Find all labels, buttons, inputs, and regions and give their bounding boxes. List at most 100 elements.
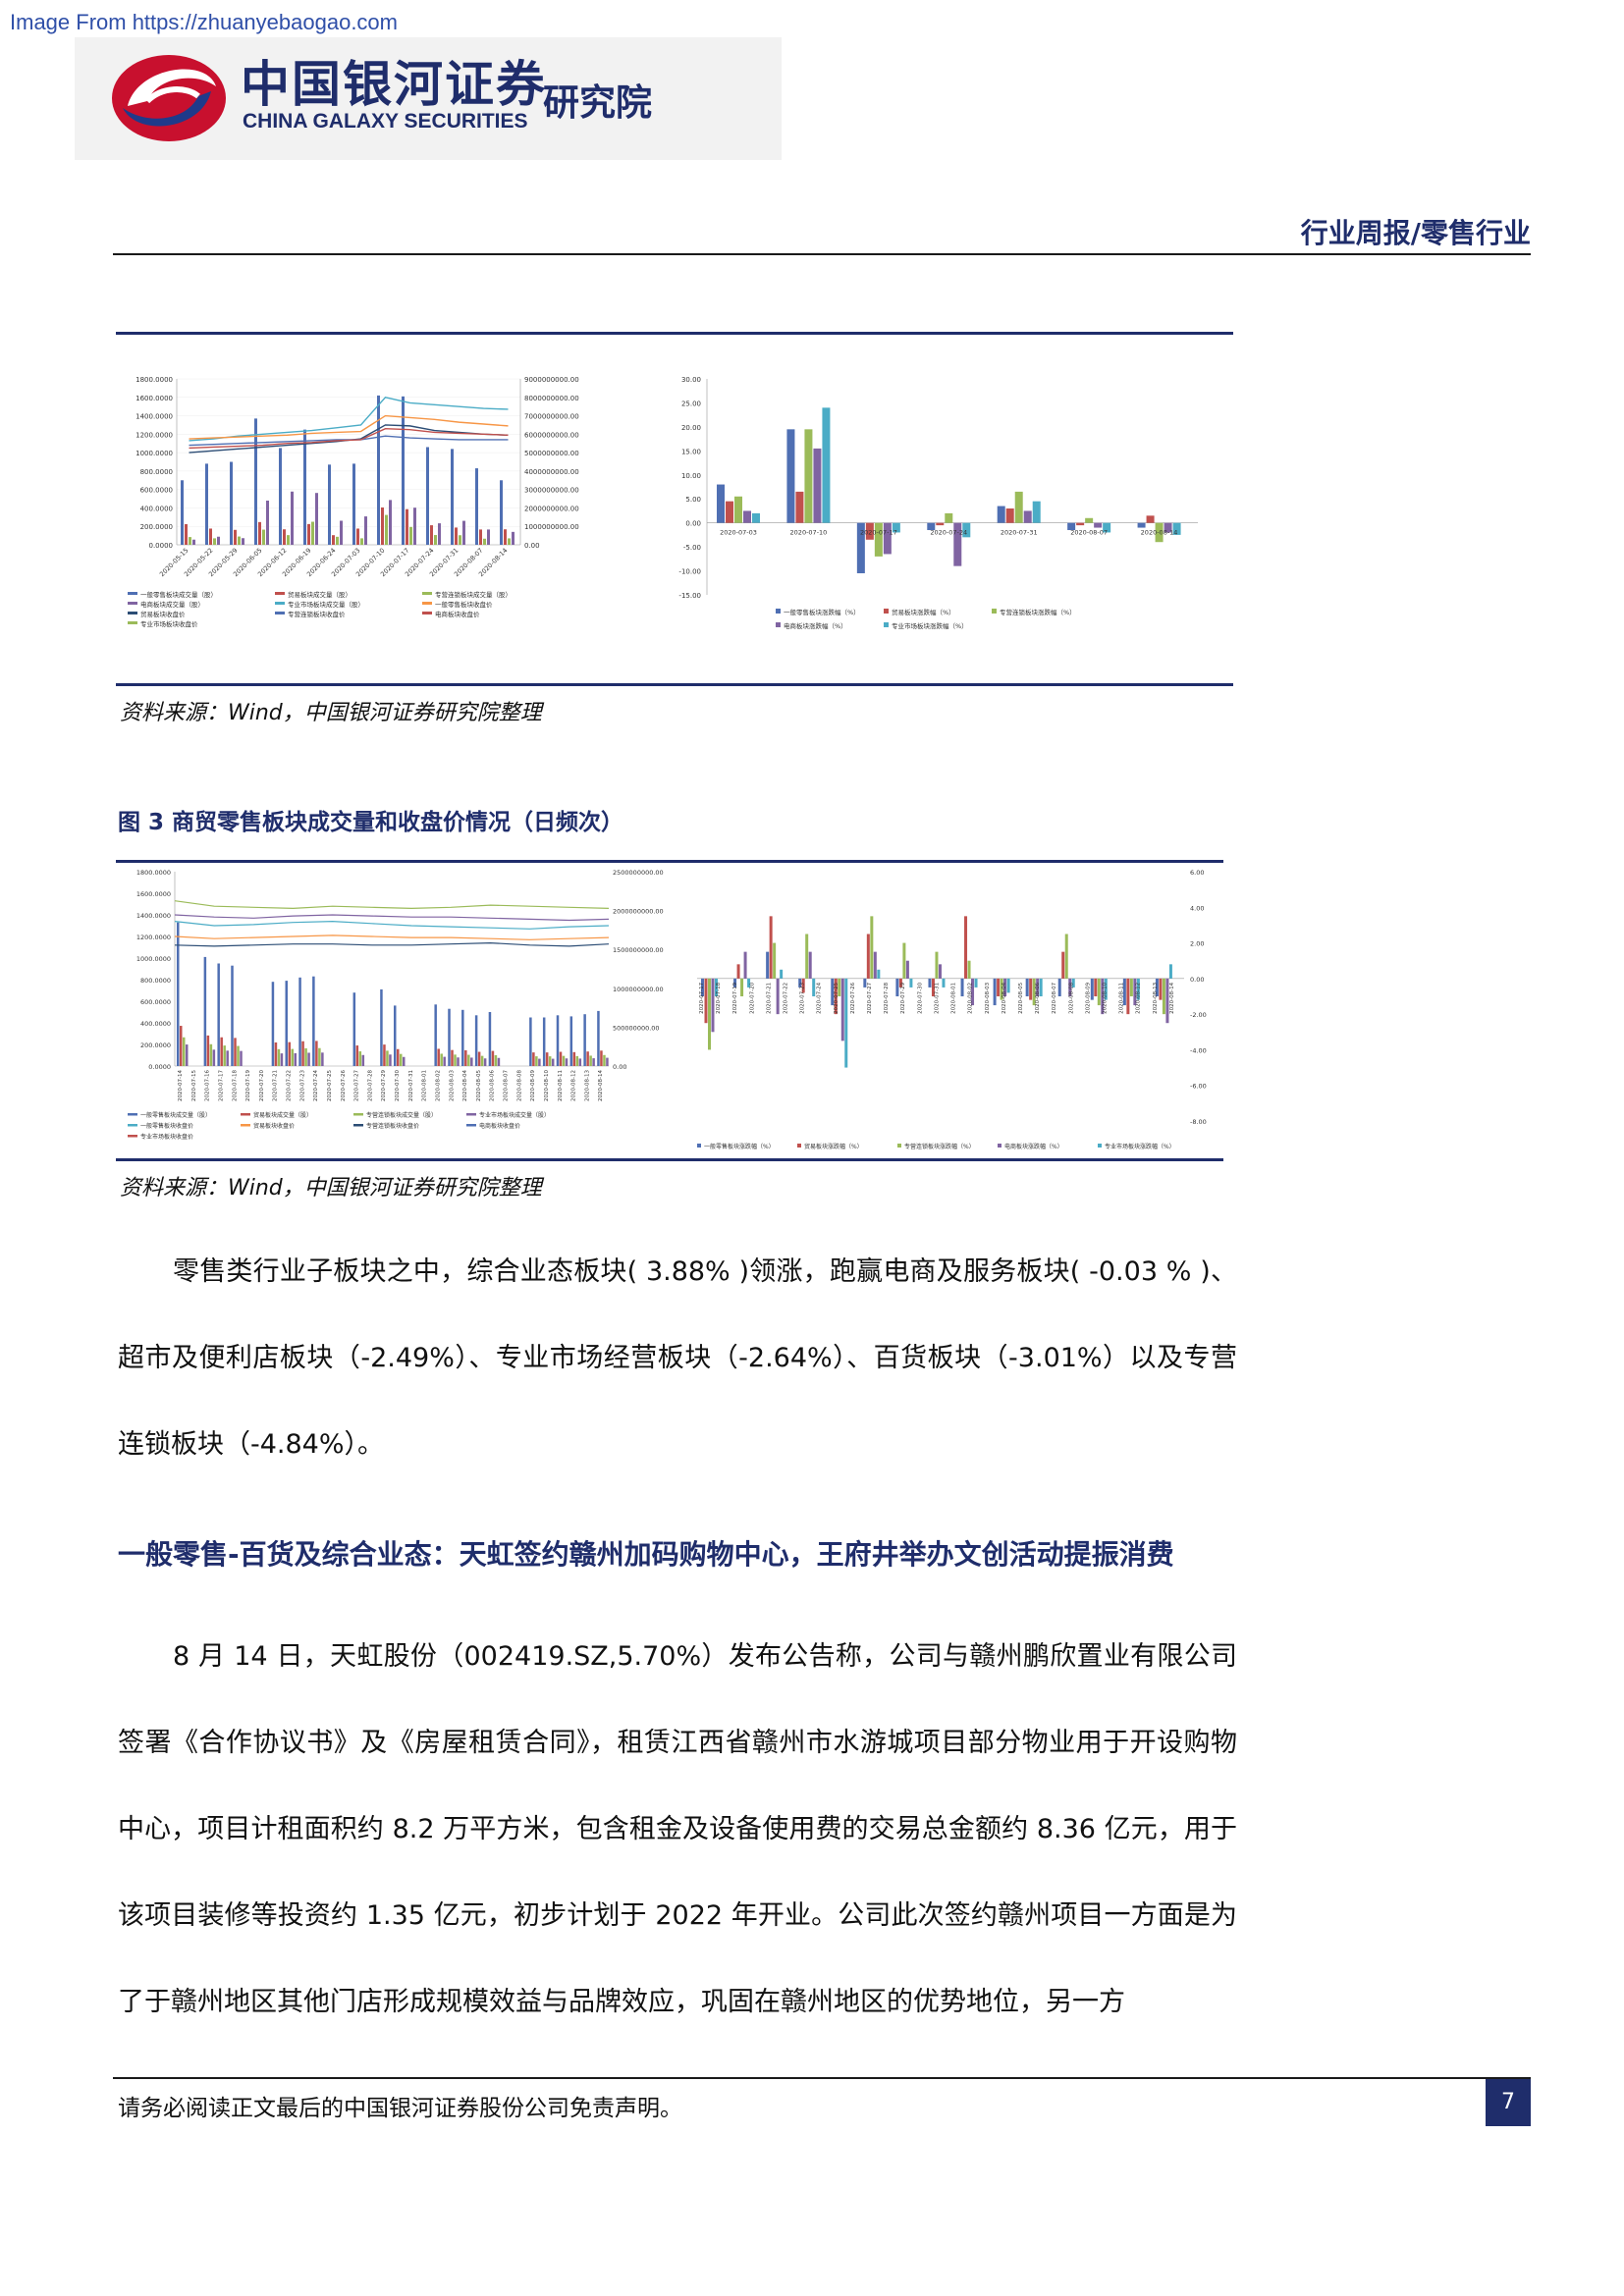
x-tick-label: 2020-08-14 [1141,529,1178,537]
bar [380,988,383,1066]
x-tick-label: 2020-07-17 [218,1070,224,1101]
bar [287,535,290,545]
bar [440,1053,443,1066]
bar [288,1041,291,1066]
x-tick-label: 2020-07-24 [313,1070,319,1101]
bar [902,942,906,979]
legend-label: 一般零售板块成交量（股） [140,1111,211,1119]
bar [898,978,902,988]
bar [565,1058,568,1066]
bar [301,1041,304,1066]
x-tick-label: 2020-08-09 [530,1070,536,1101]
bar [603,1054,606,1066]
bar [562,1055,566,1066]
bar [545,1052,549,1066]
x-tick-label: 2020-07-26 [341,1070,347,1101]
figure2-right-chart: 30.00 25.00 20.00 15.00 10.00 5.00 0.00 -5.00 -1… [678,376,1198,630]
bar [708,978,711,1050]
x-tick-label: 2020-07-14 [178,1070,184,1101]
x-tick-label: 2020-08-04 [1001,982,1007,1013]
bar [491,1050,495,1066]
legend-label: 一般零售板块涨跌幅（%） [784,608,860,616]
legend-swatch [275,592,285,595]
y-tick-label: 1800.0000 [136,869,171,877]
y2-tick-label: 2000000000.00 [524,505,579,512]
bar [905,960,909,979]
bar [231,965,234,1066]
x-tick-label: 2020-07-03 [720,529,757,537]
y-tick-label: 0.0000 [149,542,174,550]
bar [279,448,282,545]
legend-label: 专业市场板块成交量（股） [288,600,364,609]
y-tick-label: -15.00 [678,592,701,600]
bar [795,491,804,523]
y-tick-label: 1400.0000 [135,413,173,421]
bar [1155,522,1164,543]
bar [508,538,511,545]
bar [589,1055,592,1066]
bar [205,463,208,545]
series-line [174,934,610,940]
bar [717,484,725,523]
y-tick-label: -8.00 [1190,1118,1207,1126]
bar [927,522,936,530]
bar [733,978,737,988]
bar [798,978,802,988]
bar [291,491,294,545]
bar [291,1048,294,1066]
bar [461,1009,464,1066]
bar [386,1050,389,1066]
x-tick-label: 2020-08-08 [1068,982,1074,1013]
page-number: 7 [1486,2079,1531,2126]
bar [360,538,363,545]
bar [548,1056,552,1066]
x-tick-label: 2020-08-11 [558,1070,564,1101]
figure2-top-rule [116,332,1233,335]
figure3-right-chart: 6.00 4.00 2.00 0.00 -2.00 -4.00 -6.00 -8.00 2020… [697,869,1207,1150]
bar [180,1026,183,1066]
bar [307,523,310,545]
bar [203,956,207,1066]
bar [1032,501,1041,523]
bar [752,512,760,523]
bar [538,1058,541,1066]
x-tick-label: 2020-08-10 [1102,982,1108,1013]
y-tick-label: 1800.0000 [135,376,173,384]
bar [551,1058,555,1066]
y2-tick-label: 4000000000.00 [524,468,579,476]
bar [1137,522,1146,528]
bar [1126,978,1130,1015]
legend-label: 电商板块收盘价 [479,1122,520,1130]
institute-label: 研究院 [543,81,652,124]
x-tick-label: 2020-07-19 [245,1070,251,1101]
y2-tick-label: 500000000.00 [613,1024,660,1032]
legend-swatch [1098,1144,1102,1148]
legend-label: 贸易板块涨跌幅（%） [892,608,955,616]
bar [328,464,331,545]
bar [403,1056,406,1066]
bar [971,978,975,1006]
legend-label: 贸易板块成交量（股） [288,590,352,599]
x-tick-label: 2020-07-19 [732,982,738,1013]
x-tick-label: 2020-07-29 [381,1070,387,1101]
bar [475,468,478,545]
x-tick-label: 2020-07-16 [205,1070,211,1101]
y2-tick-label: 5000000000.00 [524,450,579,457]
figure2-bottom-rule [116,683,1233,686]
x-tick-label: 2020-08-05 [476,1070,482,1101]
bar [181,480,184,545]
bar [304,1047,307,1066]
legend-swatch [422,602,432,605]
bar [1159,978,1163,1000]
y-tick-label: 1600.0000 [136,890,171,898]
legend-label: 专业市场板块收盘价 [140,1133,193,1141]
x-tick-label: 2020-07-25 [327,1070,333,1101]
legend-swatch [353,1113,363,1116]
y-tick-label: 1200.0000 [136,934,171,941]
bar [1104,978,1108,1000]
bar [780,969,784,979]
bar [1094,522,1103,528]
y-tick-label: -5.00 [683,544,701,552]
bar [1076,522,1085,526]
bar [895,978,899,996]
